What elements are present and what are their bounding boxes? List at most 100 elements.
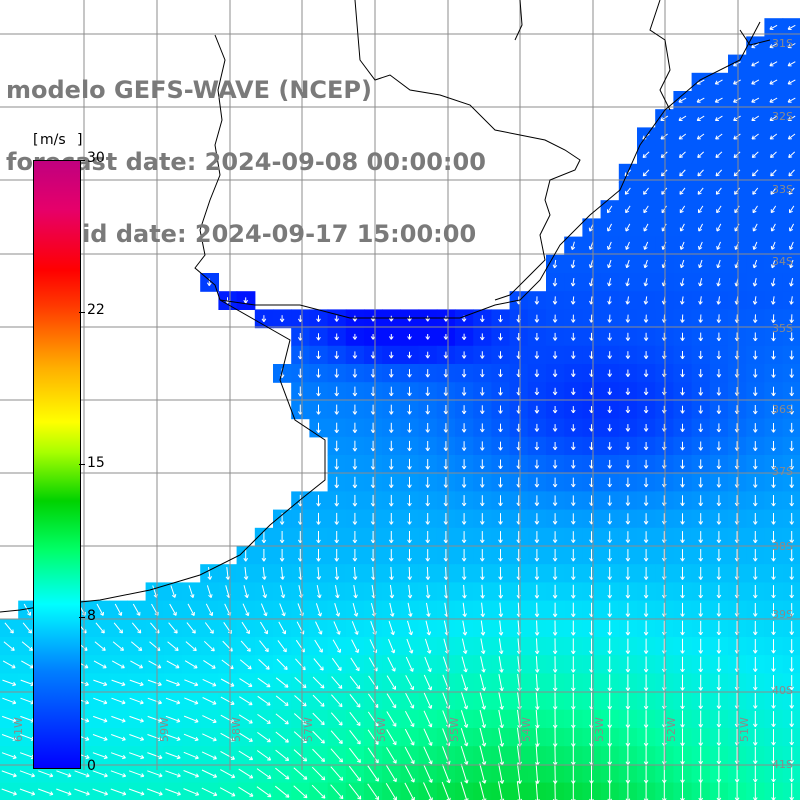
wind-arrow bbox=[696, 115, 705, 121]
wind-arrow bbox=[787, 133, 796, 140]
latitude-label: 35S bbox=[772, 322, 793, 335]
wind-arrow bbox=[279, 315, 285, 323]
wind-arrow bbox=[625, 387, 631, 395]
wind-arrow bbox=[407, 513, 412, 525]
colorbar-unit-label: m/s bbox=[40, 132, 66, 148]
wind-arrow bbox=[771, 441, 776, 452]
wind-arrow bbox=[534, 387, 540, 396]
wind-arrow bbox=[625, 424, 631, 432]
wind-arrow bbox=[643, 495, 649, 506]
wind-arrow bbox=[752, 441, 758, 451]
wind-arrow bbox=[534, 495, 540, 506]
wind-arrow bbox=[443, 387, 449, 396]
wind-arrow bbox=[334, 476, 340, 489]
wind-arrow bbox=[425, 477, 431, 488]
wind-arrow bbox=[770, 277, 776, 287]
wind-arrow bbox=[534, 459, 540, 469]
wind-arrow bbox=[552, 406, 558, 414]
wind-arrow bbox=[698, 350, 704, 360]
wind-arrow bbox=[643, 223, 649, 232]
wind-arrow bbox=[789, 259, 794, 269]
wind-arrow bbox=[388, 404, 394, 415]
wind-arrow bbox=[771, 350, 776, 360]
wind-arrow bbox=[752, 495, 758, 507]
wind-arrow bbox=[534, 296, 540, 305]
wind-arrow bbox=[498, 441, 503, 451]
wind-arrow bbox=[643, 351, 649, 359]
wind-arrow bbox=[388, 513, 394, 525]
wind-arrow bbox=[643, 424, 649, 432]
wind-arrow bbox=[461, 513, 467, 525]
wind-arrow bbox=[624, 187, 631, 195]
wind-arrow bbox=[534, 333, 540, 341]
wind-arrow bbox=[607, 495, 613, 506]
wind-arrow bbox=[425, 404, 431, 415]
wind-arrow bbox=[552, 259, 558, 269]
wind-arrow bbox=[698, 369, 704, 378]
wind-arrow bbox=[334, 422, 340, 433]
wind-arrow bbox=[570, 369, 576, 377]
wind-arrow bbox=[733, 115, 741, 121]
wind-arrow bbox=[680, 477, 685, 488]
wind-arrow bbox=[261, 315, 267, 323]
wind-arrow bbox=[716, 259, 721, 269]
wind-arrow bbox=[752, 205, 758, 214]
wind-arrow bbox=[643, 205, 649, 214]
wind-arrow bbox=[316, 386, 321, 397]
wind-arrow bbox=[680, 351, 685, 360]
wind-arrow bbox=[570, 406, 576, 414]
wind-arrow bbox=[534, 441, 540, 451]
wind-arrow bbox=[698, 459, 704, 470]
wind-arrow bbox=[243, 297, 249, 304]
wind-arrow bbox=[407, 404, 412, 415]
wind-arrow bbox=[789, 368, 795, 378]
wind-arrow bbox=[479, 351, 485, 359]
wind-arrow bbox=[443, 459, 449, 470]
wind-arrow bbox=[498, 387, 503, 396]
wind-arrow bbox=[698, 477, 704, 488]
wind-arrow bbox=[552, 387, 558, 396]
wind-arrow bbox=[461, 459, 467, 470]
colorbar-tick-mark bbox=[79, 464, 85, 465]
wind-arrow bbox=[388, 476, 394, 488]
wind-arrow bbox=[407, 495, 412, 507]
wind-arrow bbox=[733, 169, 741, 177]
wind-arrow bbox=[498, 495, 503, 507]
wind-arrow bbox=[607, 278, 612, 287]
wind-arrow bbox=[316, 315, 321, 322]
wind-arrow bbox=[698, 241, 703, 250]
colorbar-tick-label: 30 bbox=[87, 150, 105, 166]
wind-arrow bbox=[716, 477, 722, 488]
wind-arrow bbox=[479, 387, 485, 396]
wind-arrow bbox=[407, 386, 412, 397]
wind-arrow bbox=[752, 277, 758, 287]
wind-arrow bbox=[733, 151, 741, 158]
wind-arrow bbox=[461, 495, 467, 507]
wind-arrow bbox=[643, 406, 649, 414]
wind-arrow bbox=[443, 405, 449, 415]
wind-arrow bbox=[498, 459, 503, 469]
longitude-label: 55W bbox=[448, 717, 461, 742]
wind-arrow bbox=[607, 296, 612, 305]
wind-arrow bbox=[552, 513, 558, 525]
wind-arrow bbox=[679, 259, 685, 269]
wind-arrow bbox=[698, 278, 703, 287]
wind-arrow bbox=[716, 441, 722, 451]
wind-arrow bbox=[716, 241, 721, 250]
longitude-label: 61W bbox=[12, 717, 25, 742]
wind-arrow bbox=[570, 278, 576, 287]
wind-arrow bbox=[425, 495, 431, 507]
wind-arrow bbox=[643, 387, 649, 396]
wind-arrow bbox=[752, 223, 758, 232]
wind-arrow bbox=[789, 205, 795, 214]
wind-arrow bbox=[625, 477, 631, 488]
wind-arrow bbox=[334, 333, 340, 341]
wind-arrow bbox=[425, 459, 431, 470]
colorbar-tick-mark bbox=[79, 312, 85, 313]
wind-arrow bbox=[751, 43, 760, 49]
wind-arrow bbox=[771, 423, 776, 433]
wind-arrow bbox=[771, 368, 776, 378]
latitude-label: 36S bbox=[772, 403, 793, 416]
wind-arrow bbox=[787, 24, 796, 30]
wind-arrow bbox=[769, 43, 778, 49]
